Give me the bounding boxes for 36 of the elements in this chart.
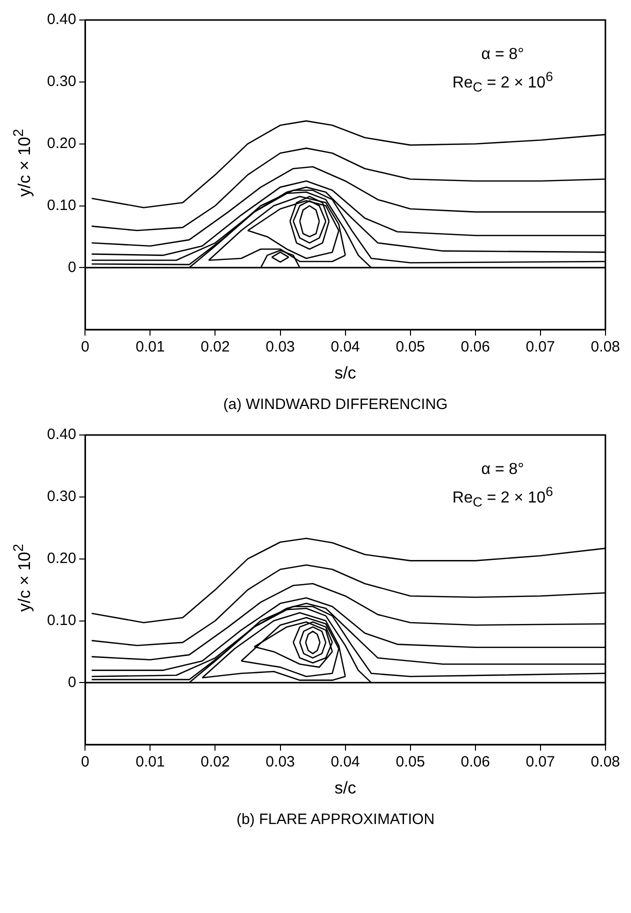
y-tick-label: 0.20 (46, 134, 76, 152)
x-tick-label: 0.03 (266, 338, 295, 356)
x-tick-label: 0.02 (200, 754, 230, 771)
annotation: Re$_{C}$ = 2 × 10$^{6}$ (452, 483, 553, 512)
annotation: Re$_{C}$ = 2 × 10$^{6}$ (452, 68, 553, 97)
x-tick-label: 0.04 (330, 754, 360, 771)
x-tick-label: 0.08 (590, 754, 620, 771)
y-tick-label: 0.10 (46, 196, 76, 214)
x-axis-title: s/c (334, 363, 357, 382)
x-tick-label: 0.01 (136, 338, 165, 356)
x-tick-label: 0.02 (200, 338, 230, 356)
x-tick-label: 0.05 (396, 754, 425, 771)
y-tick-label: 0 (68, 258, 76, 276)
y-tick-label: 0.30 (46, 488, 76, 506)
y-tick-label: 0.10 (46, 612, 76, 629)
x-tick-label: 0.04 (330, 338, 360, 356)
text: (a) WINDWARD DIFFERENCING (222, 396, 449, 413)
y-tick-label: 0.30 (46, 73, 76, 90)
x-tick-label: 0.06 (460, 338, 490, 356)
x-tick-label: 0.01 (136, 754, 165, 771)
x-tick-label: 0 (81, 338, 90, 356)
y-tick-label: 0.40 (46, 426, 76, 444)
annotation: α = 8° (480, 45, 526, 65)
y-tick-label: 0.20 (46, 550, 76, 567)
y-tick-label: 0.40 (46, 11, 76, 28)
x-tick-label: 0.07 (526, 338, 555, 356)
x-axis-title: s/c (334, 778, 357, 798)
annotation: α = 8° (480, 460, 526, 480)
x-tick-label: 0.06 (460, 754, 490, 771)
x-tick-label: 0.08 (590, 338, 620, 356)
x-tick-label: 0.03 (266, 754, 295, 771)
y-tick-label: 0 (68, 674, 76, 691)
x-tick-label: 0 (81, 754, 90, 771)
x-tick-label: 0.07 (526, 754, 555, 771)
x-tick-label: 0.05 (396, 338, 425, 356)
text: (b) FLARE APPROXIMATION (235, 811, 436, 828)
